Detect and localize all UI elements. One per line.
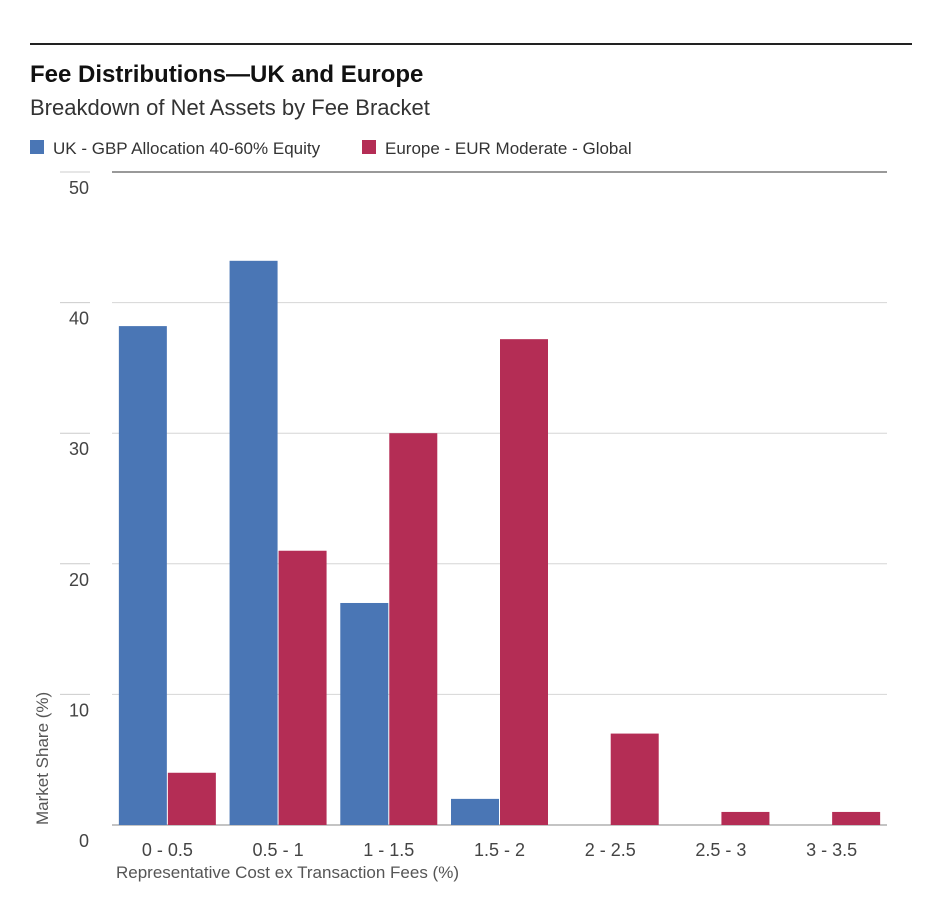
legend-label-uk: UK - GBP Allocation 40-60% Equity — [53, 139, 321, 158]
x-tick-label: 2 - 2.5 — [585, 840, 636, 860]
chart-title: Fee Distributions—UK and Europe — [30, 61, 423, 88]
gridlines — [60, 171, 887, 826]
x-axis-ticks: 0 - 0.5 0.5 - 1 1 - 1.5 1.5 - 2 2 - 2.5 2.5 -… — [142, 840, 857, 860]
bar-europe — [167, 772, 216, 825]
x-tick-label: 2.5 - 3 — [695, 840, 746, 860]
bars — [118, 260, 881, 826]
bar-uk — [451, 798, 499, 825]
x-axis-label: Representative Cost ex Transaction Fees … — [116, 863, 459, 882]
legend-swatch-europe — [362, 140, 376, 154]
x-tick-label: 0.5 - 1 — [253, 840, 304, 860]
bar-uk — [118, 326, 167, 825]
bar-europe — [721, 811, 770, 825]
legend: UK - GBP Allocation 40-60% Equity Europe… — [30, 139, 632, 158]
y-tick-label: 40 — [69, 309, 89, 329]
x-tick-label: 0 - 0.5 — [142, 840, 193, 860]
x-tick-label: 1 - 1.5 — [363, 840, 414, 860]
y-tick-label: 20 — [69, 570, 89, 590]
y-tick-label: 10 — [69, 700, 89, 720]
y-tick-label: 30 — [69, 439, 89, 459]
bar-uk — [229, 260, 278, 826]
bar-uk — [340, 602, 389, 825]
bar-europe — [610, 733, 659, 825]
y-axis-label: Market Share (%) — [33, 692, 52, 825]
bar-europe — [832, 811, 881, 825]
y-tick-label: 50 — [69, 178, 89, 198]
bar-europe — [389, 433, 438, 825]
y-tick-label: 0 — [79, 831, 89, 851]
bar-europe — [278, 550, 327, 825]
chart-subtitle: Breakdown of Net Assets by Fee Bracket — [30, 95, 430, 120]
x-tick-label: 3 - 3.5 — [806, 840, 857, 860]
legend-swatch-uk — [30, 140, 44, 154]
legend-label-europe: Europe - EUR Moderate - Global — [385, 139, 632, 158]
x-tick-label: 1.5 - 2 — [474, 840, 525, 860]
y-axis-ticks: 0 10 20 30 40 50 — [69, 178, 89, 851]
bar-europe — [500, 339, 548, 825]
